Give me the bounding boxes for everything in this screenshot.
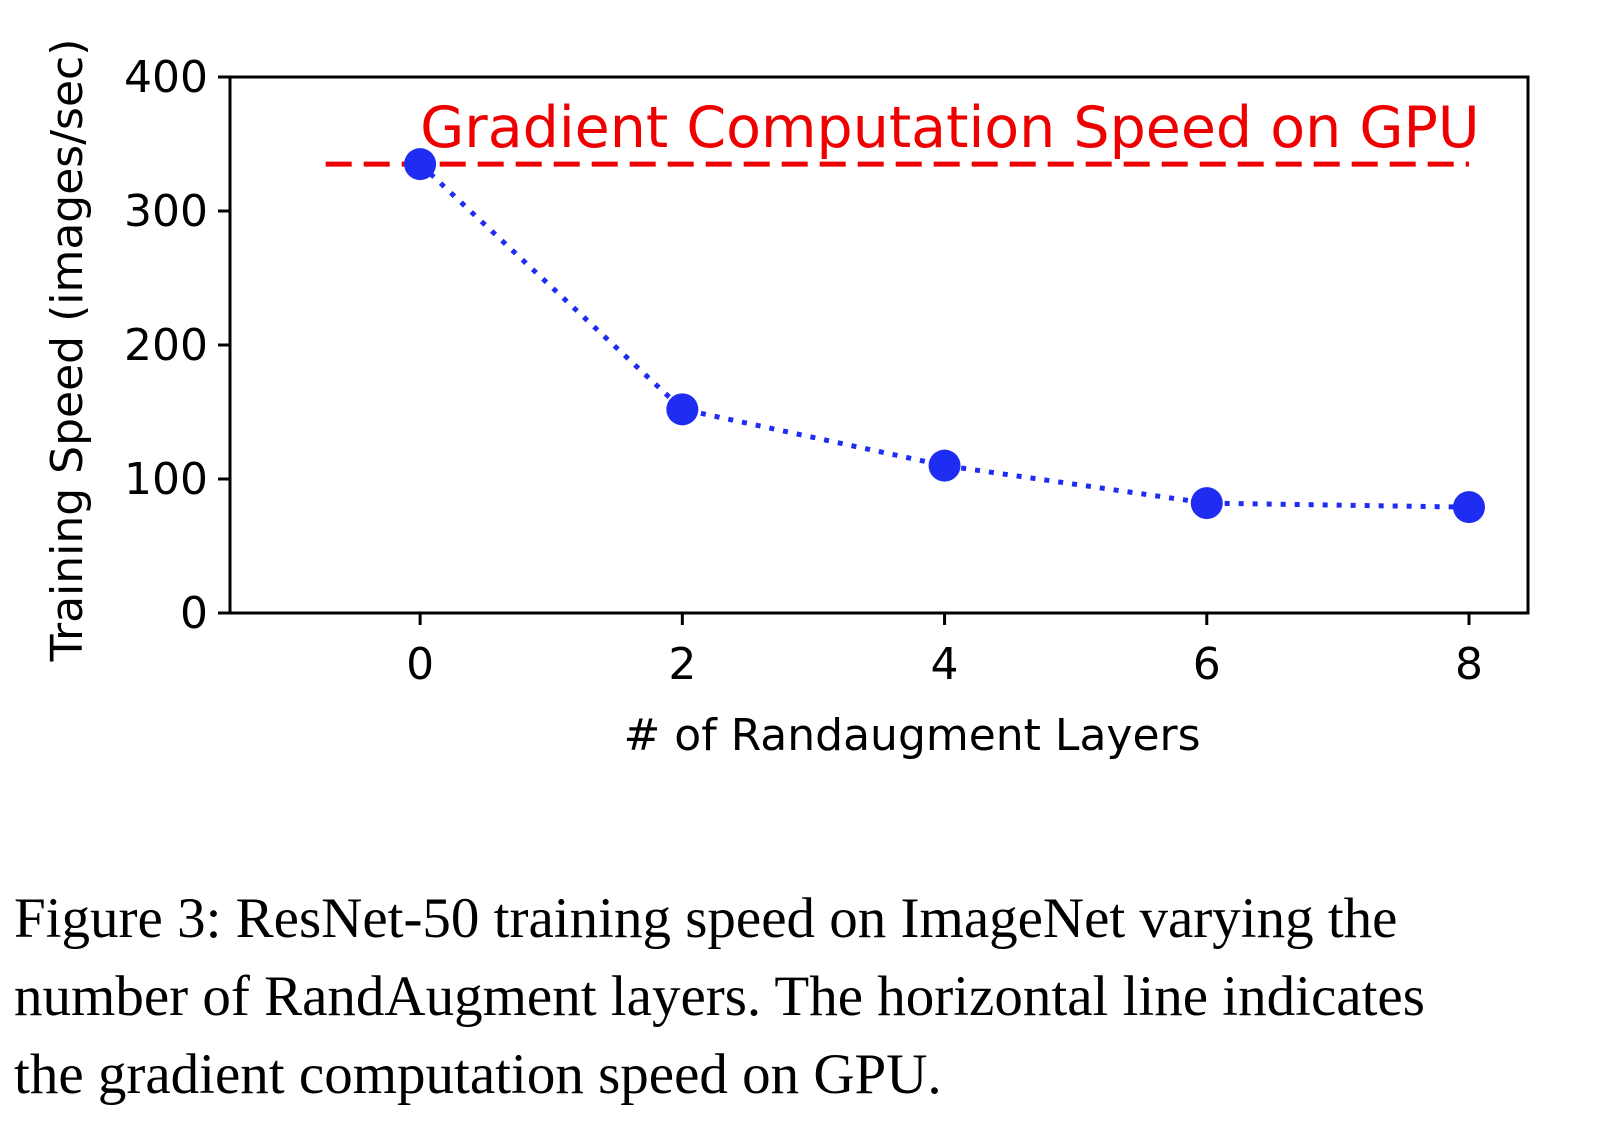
chart: 0 100 200 300 400 0 2 4 6 8 Gradient Computation S… (42, 39, 1530, 761)
y-tick-label: 400 (124, 52, 208, 103)
data-point (1453, 491, 1485, 524)
y-axis-title: Training Speed (images/sec) (42, 39, 93, 663)
data-point (1190, 487, 1223, 520)
data-point (666, 393, 699, 426)
plot-area: 0 100 200 300 400 0 2 4 6 8 Gradient Computation S… (124, 52, 1530, 690)
y-tick-label: 100 (124, 454, 208, 505)
data-point (928, 449, 961, 482)
figure-caption: Figure 3: ResNet-50 training speed on Im… (14, 887, 1425, 1106)
x-tick-label: 0 (406, 639, 434, 690)
y-tick-label: 200 (124, 320, 208, 371)
y-tick-label: 0 (180, 588, 208, 639)
x-tick-label: 4 (931, 639, 959, 690)
series-line (418, 162, 1470, 510)
x-axis-title: # of Randaugment Layers (623, 710, 1200, 761)
x-tick-label: 6 (1193, 639, 1221, 690)
y-tick-label: 300 (124, 186, 208, 237)
reference-line-label: Gradient Computation Speed on GPU (420, 95, 1479, 161)
x-tick-label: 2 (668, 639, 696, 690)
data-point (404, 148, 437, 181)
x-tick-label: 8 (1455, 639, 1483, 690)
